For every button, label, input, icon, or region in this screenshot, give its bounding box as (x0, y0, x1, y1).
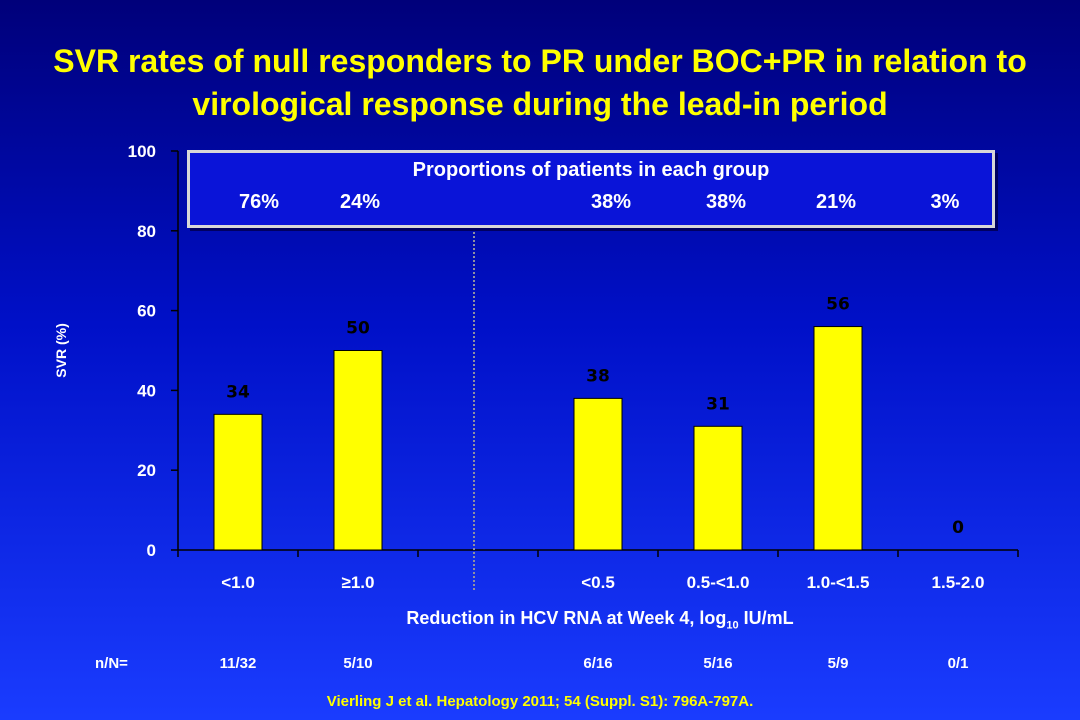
y-tick-label: 20 (137, 461, 156, 480)
y-axis-label: SVR (%) (53, 323, 69, 377)
proportions-title: Proportions of patients in each group (412, 159, 770, 181)
x-tick-label: 1.0-<1.5 (807, 573, 870, 592)
x-axis-label-main: Reduction in HCV RNA at Week 4, log (406, 608, 727, 628)
proportion-value: 76% (238, 191, 280, 213)
n-row-value: 0/1 (947, 655, 969, 672)
y-tick-label: 0 (147, 541, 156, 560)
x-axis-label-tail: IU/mL (738, 608, 794, 628)
data-label: 34 (226, 382, 250, 402)
n-row-value: 5/16 (703, 655, 733, 672)
y-tick-label: 80 (137, 222, 156, 241)
bar (693, 425, 743, 551)
y-tick-label: 60 (137, 302, 156, 321)
x-tick-label: ≥1.0 (342, 573, 375, 592)
y-tick-label: 100 (128, 142, 156, 161)
x-axis-label: Reduction in HCV RNA at Week 4, log10 IU… (180, 608, 1020, 632)
proportion-value: 3% (930, 191, 960, 213)
n-row-label: n/N= (95, 655, 128, 672)
proportions-box: Proportions of patients in each group 76… (187, 150, 995, 228)
citation: Vierling J et al. Hepatology 2011; 54 (S… (326, 693, 754, 710)
proportion-value: 38% (590, 191, 632, 213)
x-tick-label: <1.0 (221, 573, 255, 592)
proportion-value: 24% (339, 191, 381, 213)
data-label: 50 (346, 319, 370, 339)
proportion-value: 38% (705, 191, 747, 213)
data-label: 38 (586, 366, 610, 386)
n-row-value: 11/32 (219, 655, 257, 672)
n-row-value: 5/9 (827, 655, 849, 672)
x-tick-label: 1.5-2.0 (932, 573, 985, 592)
data-label: 0 (952, 518, 964, 538)
x-axis-label-subscript: 10 (726, 619, 739, 632)
x-tick-label: <0.5 (581, 573, 615, 592)
bar (573, 397, 623, 551)
data-label: 56 (826, 295, 850, 315)
y-tick-label: 40 (137, 381, 156, 400)
chart-title: SVR rates of null responders to PR under… (53, 43, 1027, 122)
bar (333, 350, 383, 551)
x-tick-label: 0.5-<1.0 (687, 573, 750, 592)
bar (213, 413, 263, 551)
proportion-value: 21% (815, 191, 857, 213)
n-row-value: 5/10 (343, 655, 373, 672)
bar (813, 326, 863, 551)
n-row-value: 6/16 (583, 655, 613, 672)
data-label: 31 (706, 394, 730, 414)
